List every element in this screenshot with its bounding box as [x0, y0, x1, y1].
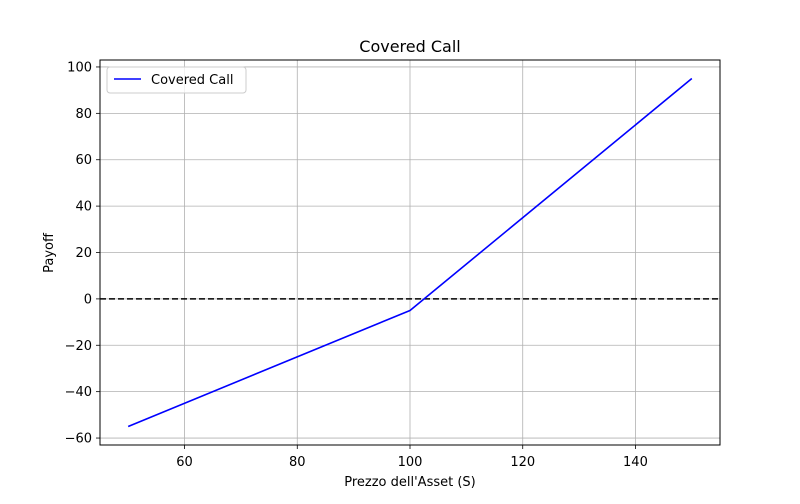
x-tick-label: 140 [623, 455, 648, 470]
legend: Covered Call [106, 66, 247, 94]
y-tick-label: 20 [75, 246, 92, 261]
y-tick-label: 100 [67, 60, 92, 75]
y-tick-label: −40 [65, 385, 92, 400]
series-line-covered-call [127, 77, 693, 428]
x-axis-ticks: 60 80 100 120 140 [176, 445, 648, 470]
y-tick-label: −20 [65, 339, 92, 354]
legend-label-covered-call: Covered Call [151, 73, 233, 88]
grid-layer [100, 60, 720, 445]
y-tick-label: 40 [75, 200, 92, 215]
chart-title: Covered Call [359, 37, 460, 56]
y-tick-label: 60 [75, 153, 92, 168]
x-tick-label: 80 [289, 455, 306, 470]
y-tick-label: 0 [84, 292, 92, 307]
series-layer [127, 77, 693, 428]
y-axis-ticks: −60 −40 −20 0 20 40 60 80 100 [65, 60, 100, 447]
x-tick-label: 60 [176, 455, 193, 470]
x-tick-label: 120 [510, 455, 535, 470]
x-axis-label: Prezzo dell'Asset (S) [344, 475, 476, 490]
legend-box [106, 66, 247, 94]
x-tick-label: 100 [398, 455, 423, 470]
y-axis-label: Payoff [42, 232, 57, 273]
y-tick-label: 80 [75, 107, 92, 122]
y-tick-label: −60 [65, 432, 92, 447]
